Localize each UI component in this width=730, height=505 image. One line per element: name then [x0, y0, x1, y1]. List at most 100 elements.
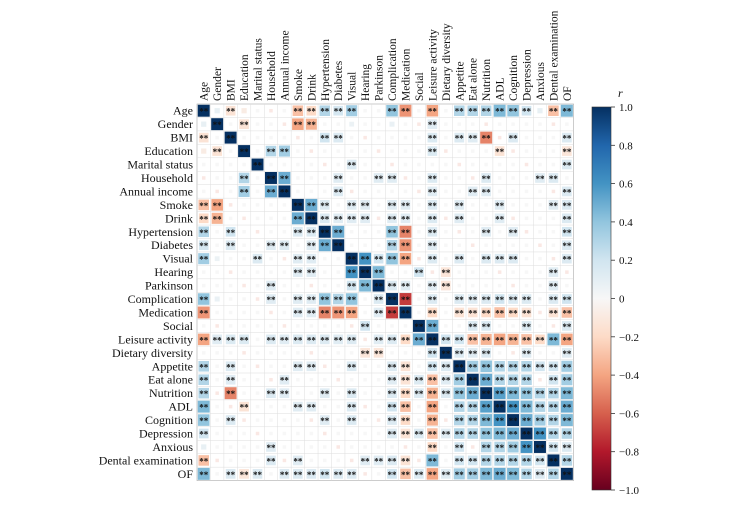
- cell-medication-depression: [521, 307, 532, 318]
- significance-marker: **: [199, 228, 209, 238]
- column-label: Complication: [387, 38, 399, 101]
- cell-eat-alone-medication: [400, 374, 411, 385]
- significance-marker: **: [468, 376, 478, 386]
- significance-marker: **: [428, 241, 438, 251]
- cell-dental-examination-age: [198, 455, 209, 466]
- cell-marital-status-parkinson: [376, 162, 381, 167]
- cell-dental-examination-education: [242, 458, 246, 463]
- cell-nutrition-marital-status: [255, 391, 260, 395]
- significance-marker: **: [374, 174, 384, 184]
- cell-annual-income-cognition: [511, 189, 515, 194]
- cell-marital-status-anxious: [538, 162, 542, 167]
- cell-of-gender: [215, 472, 219, 476]
- significance-marker: **: [562, 322, 572, 332]
- significance-marker: **: [495, 295, 505, 305]
- significance-marker: **: [482, 174, 492, 184]
- cell-adl-annual-income: [282, 404, 287, 409]
- cell-drink-bmi: [228, 216, 233, 221]
- cell-education-nutrition: [484, 149, 488, 153]
- cell-social-complication: [390, 324, 394, 328]
- cell-dental-examination-leisure-activity: [426, 454, 439, 467]
- cell-dietary-diversity-nutrition: [481, 347, 492, 358]
- significance-marker: **: [562, 335, 572, 345]
- cell-diabetes-dietary-diversity: [444, 243, 448, 247]
- significance-marker: **: [199, 416, 209, 426]
- cell-hypertension-education: [242, 230, 246, 234]
- significance-marker: **: [307, 308, 317, 318]
- cell-depression-hearing: [363, 431, 367, 436]
- column-label: Age: [199, 82, 211, 101]
- cell-visual-annual-income: [282, 256, 287, 261]
- significance-marker: **: [428, 376, 438, 386]
- cell-medication-of: [561, 307, 573, 318]
- cell-annual-income-diabetes: [333, 186, 344, 197]
- cell-education-bmi: [228, 149, 233, 153]
- cell-gender-adl: [497, 122, 502, 126]
- significance-marker: **: [495, 389, 505, 399]
- significance-marker: **: [468, 403, 478, 413]
- cell-leisure-activity-cognition: [507, 333, 519, 345]
- cell-cognition-nutrition: [480, 414, 493, 427]
- cell-annual-income-eat-alone: [467, 186, 478, 197]
- cell-annual-income-drink: [309, 189, 314, 194]
- cell-complication-social: [417, 297, 421, 301]
- cell-smoke-parkinson: [376, 203, 381, 207]
- cell-hypertension-bmi: [225, 226, 236, 237]
- cell-education-age: [201, 148, 207, 154]
- cell-annual-income-depression: [524, 189, 529, 194]
- significance-marker: **: [388, 295, 398, 305]
- significance-marker: **: [535, 335, 545, 345]
- significance-marker: **: [455, 201, 465, 211]
- cell-hypertension-marital-status: [255, 230, 260, 234]
- cell-cognition-dietary-diversity: [444, 418, 448, 422]
- column-label: Leisure activity: [427, 29, 439, 101]
- cell-social-anxious: [538, 324, 542, 328]
- significance-marker: **: [199, 376, 209, 386]
- cell-dietary-diversity-eat-alone: [467, 347, 478, 358]
- cell-adl-household: [269, 404, 273, 409]
- row-label: Hearing: [154, 265, 193, 279]
- cell-complication-gender: [214, 296, 220, 302]
- cell-hearing-hearing: [359, 266, 372, 279]
- cell-bmi-of: [562, 132, 572, 143]
- cell-social-age: [201, 324, 206, 328]
- significance-marker: **: [495, 255, 505, 265]
- significance-marker: **: [414, 322, 424, 332]
- cell-bmi-gender: [215, 135, 219, 140]
- significance-marker: **: [562, 147, 572, 157]
- cell-eat-alone-depression: [521, 374, 532, 385]
- cell-gender-nutrition: [484, 122, 488, 126]
- significance-marker: **: [482, 335, 492, 345]
- cell-marital-status-gender: [215, 162, 219, 167]
- cell-drink-hearing: [360, 213, 370, 224]
- cell-depression-cognition: [507, 427, 520, 440]
- cell-eat-alone-parkinson: [376, 377, 381, 382]
- significance-marker: **: [361, 322, 371, 332]
- cell-education-smoke: [296, 149, 300, 153]
- cell-social-smoke: [296, 324, 300, 328]
- cell-hypertension-household: [269, 230, 273, 234]
- significance-marker: **: [280, 147, 290, 157]
- cell-dental-examination-depression: [521, 455, 532, 466]
- cell-hearing-appetite: [457, 270, 462, 274]
- significance-marker: **: [562, 349, 572, 359]
- cell-hearing-hypertension: [323, 270, 327, 274]
- cell-social-dietary-diversity: [444, 324, 448, 328]
- cell-household-anxious: [535, 173, 545, 183]
- column-label: Marital status: [253, 38, 265, 101]
- row-label: Parkinson: [145, 279, 193, 293]
- cell-eat-alone-household: [269, 377, 273, 382]
- cell-education-gender: [212, 146, 223, 156]
- cell-complication-adl: [494, 294, 505, 304]
- cell-annual-income-age: [201, 189, 206, 194]
- row-label: Diabetes: [151, 238, 193, 252]
- significance-marker: **: [199, 403, 209, 413]
- cell-anxious-household: [266, 442, 276, 452]
- cell-appetite-social: [417, 364, 421, 369]
- cell-bmi-diabetes: [333, 132, 344, 143]
- cell-dietary-diversity-bmi: [228, 351, 233, 355]
- column-label: Dietary diversity: [441, 23, 453, 101]
- significance-marker: **: [562, 201, 572, 211]
- cell-drink-complication: [387, 213, 397, 224]
- cell-household-smoke: [296, 176, 300, 180]
